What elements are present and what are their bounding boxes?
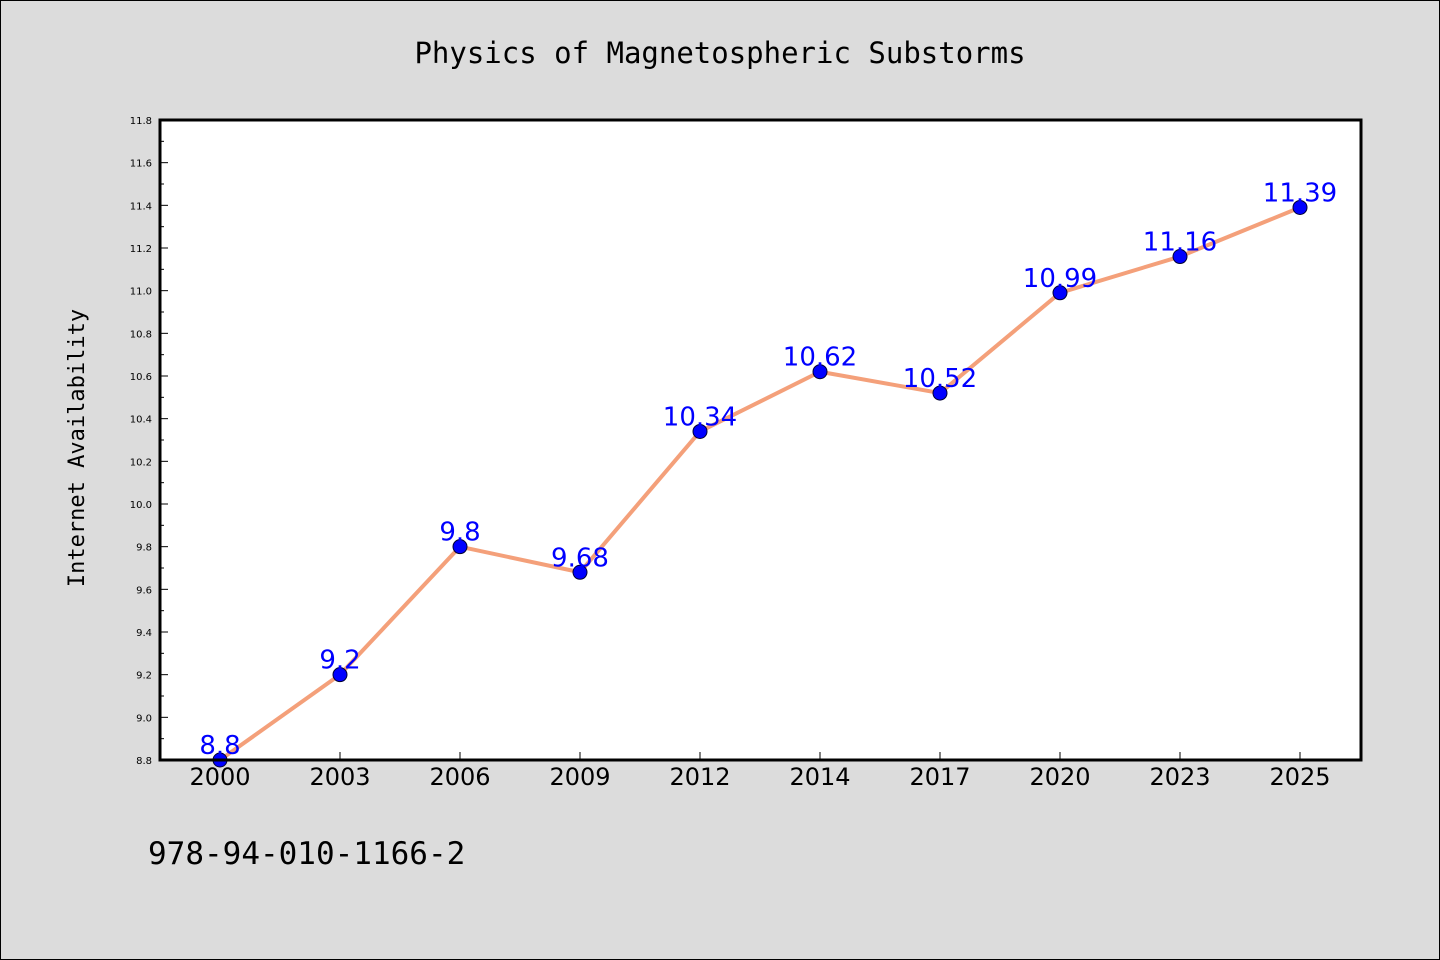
y-tick-label: 11.6 [130,159,152,170]
y-tick-label: 8.8 [136,756,152,767]
x-tick-label: 2025 [1269,763,1330,791]
data-label: 10.99 [1023,264,1097,294]
y-tick-label: 11.8 [130,116,152,127]
data-label: 10.34 [663,402,737,432]
data-label: 9.8 [439,518,480,548]
data-point [1172,249,1188,265]
data-point [332,667,348,683]
data-label: 10.62 [783,343,857,373]
series-line-group [218,205,1301,762]
y-tick-label: 10.4 [130,415,152,426]
data-point [812,364,828,380]
y-tick-label: 9.6 [136,585,152,596]
data-point [692,423,708,439]
data-point [572,564,588,580]
data-point [452,539,468,555]
y-tick-label: 11.4 [130,201,152,212]
data-label: 9.2 [319,646,360,676]
data-label: 8.8 [199,731,240,761]
y-tick-label: 9.4 [136,628,152,639]
footer-isbn: 978-94-010-1166-2 [148,836,465,872]
y-tick-label: 10.6 [130,372,152,383]
y-axis: 8.8 9.0 9.2 9.4 9.6 9.8 10.0 10.2 10.4 10.6 10.8 11… [130,116,168,767]
x-tick-label: 2020 [1029,763,1090,791]
y-tick-label: 10.0 [130,500,152,511]
data-label: 9.68 [551,543,609,573]
x-tick-label: 2023 [1149,763,1210,791]
y-tick-label: 11.0 [130,287,152,298]
plot-border [158,118,1363,762]
series-line [218,205,1301,762]
chart-title: Physics of Magnetospheric Substorms [414,36,1025,70]
y-tick-label: 9.8 [136,543,152,554]
x-tick-label: 2012 [669,763,730,791]
y-tick-label: 9.0 [136,713,152,724]
x-tick-label: 2000 [189,763,250,791]
y-tick-label: 10.2 [130,457,152,468]
x-tick-label: 2006 [429,763,490,791]
data-point [1052,285,1068,301]
y-axis-label: Internet Availability [65,309,90,587]
x-tick-label: 2003 [309,763,370,791]
data-label: 11.39 [1263,178,1337,208]
data-labels: 8.8 9.2 9.8 9.68 10.34 10.62 10.52 10.99 11.16 11… [199,178,1337,761]
x-axis: 2000 2003 2006 2009 2012 2014 2017 2020 2023 2025 [189,752,1331,791]
data-label: 10.52 [903,364,977,394]
x-tick-label: 2017 [909,763,970,791]
data-point [1292,199,1308,215]
y-tick-label: 9.2 [136,671,152,682]
x-tick-label: 2014 [789,763,850,791]
data-point [932,385,948,401]
x-tick-label: 2009 [549,763,610,791]
data-label: 11.16 [1143,228,1217,258]
y-tick-label: 11.2 [130,244,152,255]
y-tick-label: 10.8 [130,329,152,340]
